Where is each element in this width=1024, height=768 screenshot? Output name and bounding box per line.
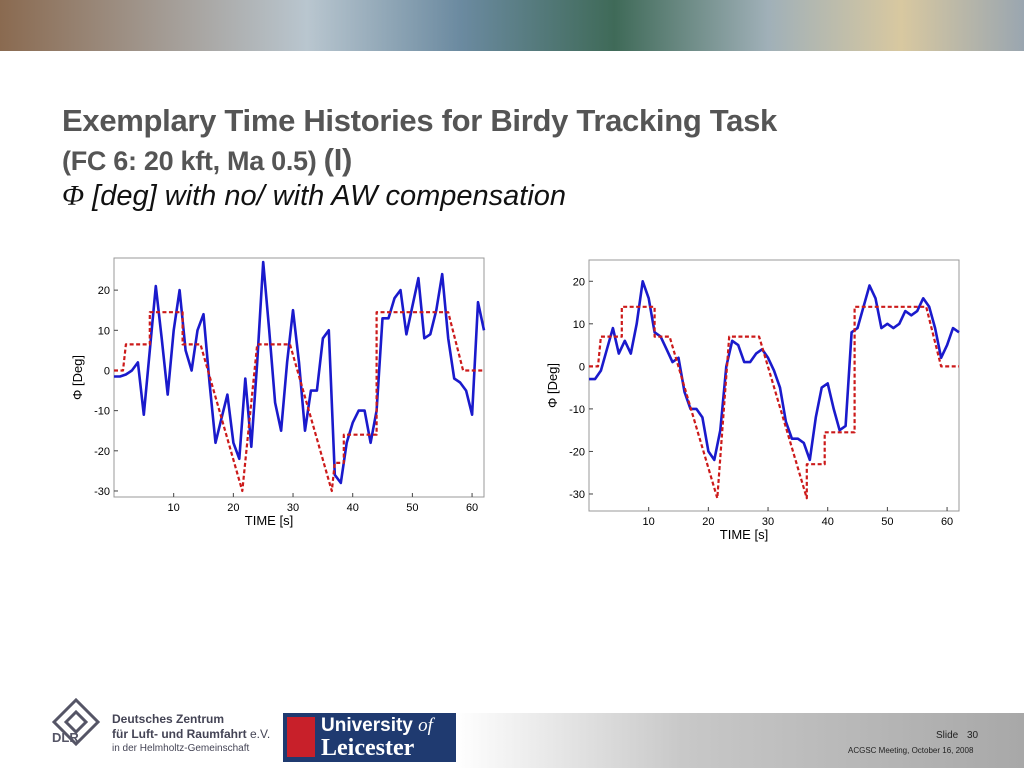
y-tick-label: -10	[569, 404, 585, 416]
x-tick-label: 20	[227, 502, 239, 514]
dlr-sub: in der Helmholtz-Gemeinschaft	[112, 743, 250, 754]
meeting: ACGSC Meeting, October 16, 2008	[848, 746, 974, 755]
x-tick-label: 30	[287, 502, 299, 514]
x-tick-label: 10	[643, 516, 655, 528]
y-tick-label: -10	[94, 406, 110, 418]
crest	[287, 717, 315, 757]
x-tick-label: 60	[466, 502, 478, 514]
banner	[0, 0, 1024, 51]
dlr-name2: für Luft- und Raumfahrt	[112, 727, 247, 741]
y-tick-label: 20	[98, 285, 110, 297]
y-tick-label: 0	[104, 365, 110, 377]
x-tick-label: 40	[347, 502, 359, 514]
x-tick-label: 20	[702, 516, 714, 528]
x-tick-label: 50	[881, 516, 893, 528]
x-tick-label: 60	[941, 516, 953, 528]
slide-label: Slide	[936, 730, 959, 741]
y-axis-label: Φ [Deg]	[545, 363, 560, 408]
y-tick-label: -20	[569, 446, 585, 458]
data-line	[589, 280, 960, 462]
title: (FC 6: 20 kft, Ma 0.5) (I)	[62, 142, 352, 178]
subtitle-text: [deg] with no/ with AW compensation	[92, 180, 567, 212]
uni-name: Leicester	[321, 735, 415, 761]
x-tick-label: 50	[406, 502, 418, 514]
dlr-ev: e.V.	[250, 727, 271, 741]
y-tick-label: -20	[94, 446, 110, 458]
footer-bar	[455, 713, 1024, 768]
y-tick-label: 10	[573, 319, 585, 331]
dlr-logo	[51, 697, 101, 746]
y-tick-label: -30	[569, 489, 585, 501]
y-tick-label: -30	[94, 486, 110, 498]
slide-number: 30	[967, 730, 979, 741]
x-tick-label: 10	[168, 502, 180, 514]
title-text: (FC 6: 20 kft, Ma 0.5)	[62, 146, 317, 176]
x-axis-label: TIME [s]	[720, 527, 768, 542]
title: Exemplary Time Histories for Birdy Track…	[62, 103, 777, 138]
dlr-name: Deutsches Zentrum	[112, 712, 225, 726]
data-line	[114, 311, 484, 493]
subtitle: Φ [deg] with no/ with AW compensation	[62, 180, 566, 213]
title-part: (I)	[323, 142, 353, 177]
uni-name: University of	[321, 715, 433, 737]
dlr-name: für Luft- und Raumfahrt e.V.	[112, 727, 270, 741]
data-line	[114, 260, 486, 485]
y-tick-label: 20	[573, 276, 585, 288]
uni1: University	[321, 715, 413, 736]
y-axis-label: Φ [Deg]	[70, 355, 85, 400]
symbol: Φ	[62, 180, 85, 212]
x-tick-label: 40	[822, 516, 834, 528]
y-tick-label: 0	[579, 361, 585, 373]
x-axis-label: TIME [s]	[245, 513, 293, 528]
x-tick-label: 30	[762, 516, 774, 528]
uni-logo: University of Leicester	[283, 713, 456, 762]
uni-of: of	[418, 715, 433, 736]
y-tick-label: 10	[98, 325, 110, 337]
dlr-abbr: DLR	[52, 730, 79, 745]
